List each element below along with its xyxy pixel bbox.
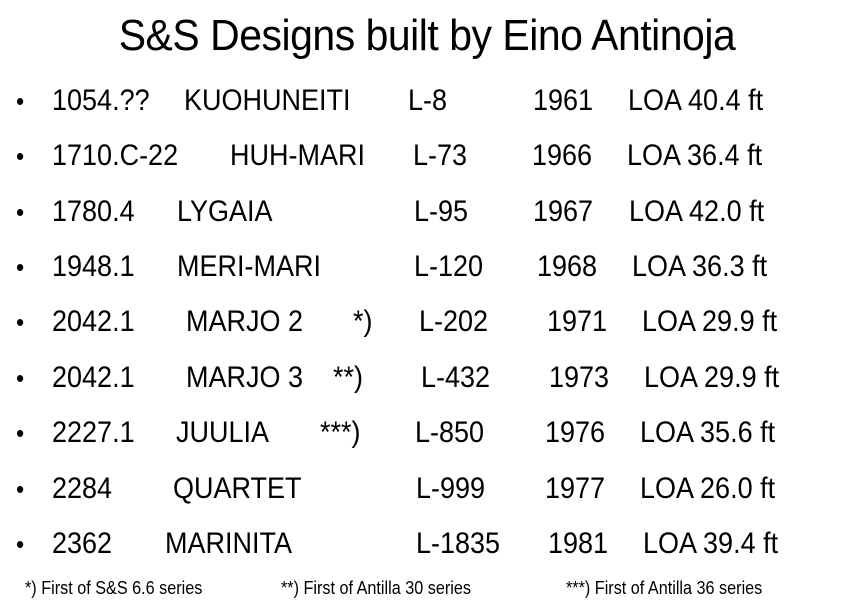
- boat-name: MERI-MARI: [177, 250, 321, 283]
- footnote-3: ***) First of Antilla 36 series: [566, 578, 763, 598]
- bullet-icon: •: [16, 86, 25, 116]
- footnote-marker: ***): [320, 416, 361, 449]
- footnote-1: *) First of S&S 6.6 series: [25, 578, 203, 598]
- design-number: 2284: [52, 472, 113, 505]
- design-number: 2042.1: [52, 305, 135, 338]
- year: 1971: [547, 305, 608, 338]
- bullet-icon: •: [16, 307, 25, 337]
- hull-number: L-95: [414, 195, 469, 228]
- loa: LOA 26.0 ft: [640, 472, 776, 505]
- footnote-marker: **): [333, 361, 364, 394]
- design-number: 2362: [52, 527, 113, 560]
- design-number: 2227.1: [52, 416, 135, 449]
- bullet-icon: •: [16, 529, 25, 559]
- footnotes: *) First of S&S 6.6 series **) First of …: [0, 574, 854, 602]
- slide-title: S&S Designs built by Eino Antinoja: [118, 11, 736, 60]
- design-number: 1710.C-22: [52, 139, 179, 172]
- loa: LOA 36.4 ft: [627, 139, 763, 172]
- list-item: • 1710.C-22 HUH-MARI L-73 1966 LOA 36.4 …: [0, 136, 854, 176]
- year: 1968: [537, 250, 598, 283]
- bullet-icon: •: [16, 363, 25, 393]
- list-item: • 1054.?? KUOHUNEITI L-8 1961 LOA 40.4 f…: [0, 81, 854, 121]
- hull-number: L-8: [408, 84, 448, 117]
- design-number: 1054.??: [52, 84, 150, 117]
- loa: LOA 29.9 ft: [644, 361, 780, 394]
- boat-name: LYGAIA: [177, 195, 273, 228]
- list-item: • 2362 MARINITA L-1835 1981 LOA 39.4 ft: [0, 524, 854, 564]
- year: 1981: [548, 527, 609, 560]
- bullet-icon: •: [16, 252, 25, 282]
- boat-name: MARJO 3: [186, 361, 304, 394]
- year: 1976: [545, 416, 606, 449]
- boat-name: HUH-MARI: [230, 139, 365, 172]
- bullet-icon: •: [16, 418, 25, 448]
- year: 1977: [545, 472, 606, 505]
- hull-number: L-999: [416, 472, 486, 505]
- hull-number: L-850: [415, 416, 485, 449]
- boat-name: MARINITA: [165, 527, 292, 560]
- loa: LOA 35.6 ft: [640, 416, 776, 449]
- hull-number: L-202: [419, 305, 489, 338]
- bullet-icon: •: [16, 197, 25, 227]
- list-item: • 1780.4 LYGAIA L-95 1967 LOA 42.0 ft: [0, 192, 854, 232]
- hull-number: L-432: [421, 361, 491, 394]
- boat-name: KUOHUNEITI: [184, 84, 351, 117]
- loa: LOA 39.4 ft: [643, 527, 779, 560]
- list-item: • 2227.1 JUULIA ***) L-850 1976 LOA 35.6…: [0, 413, 854, 453]
- footnote-marker: *): [353, 305, 373, 338]
- loa: LOA 40.4 ft: [628, 84, 764, 117]
- boat-name: JUULIA: [176, 416, 270, 449]
- list-item: • 1948.1 MERI-MARI L-120 1968 LOA 36.3 f…: [0, 247, 854, 287]
- year: 1966: [532, 139, 593, 172]
- year: 1967: [533, 195, 594, 228]
- hull-number: L-1835: [416, 527, 501, 560]
- bullet-icon: •: [16, 474, 25, 504]
- list-item: • 2042.1 MARJO 3 **) L-432 1973 LOA 29.9…: [0, 358, 854, 398]
- design-number: 1948.1: [52, 250, 135, 283]
- hull-number: L-120: [414, 250, 484, 283]
- hull-number: L-73: [413, 139, 468, 172]
- boat-name: MARJO 2: [186, 305, 304, 338]
- loa: LOA 42.0 ft: [629, 195, 765, 228]
- list-item: • 2042.1 MARJO 2 *) L-202 1971 LOA 29.9 …: [0, 302, 854, 342]
- loa: LOA 29.9 ft: [642, 305, 778, 338]
- design-number: 1780.4: [52, 195, 135, 228]
- year: 1961: [533, 84, 594, 117]
- loa: LOA 36.3 ft: [632, 250, 768, 283]
- boat-name: QUARTET: [173, 472, 302, 505]
- list-item: • 2284 QUARTET L-999 1977 LOA 26.0 ft: [0, 469, 854, 509]
- design-number: 2042.1: [52, 361, 135, 394]
- year: 1973: [549, 361, 610, 394]
- footnote-2: **) First of Antilla 30 series: [281, 578, 471, 598]
- bullet-icon: •: [16, 141, 25, 171]
